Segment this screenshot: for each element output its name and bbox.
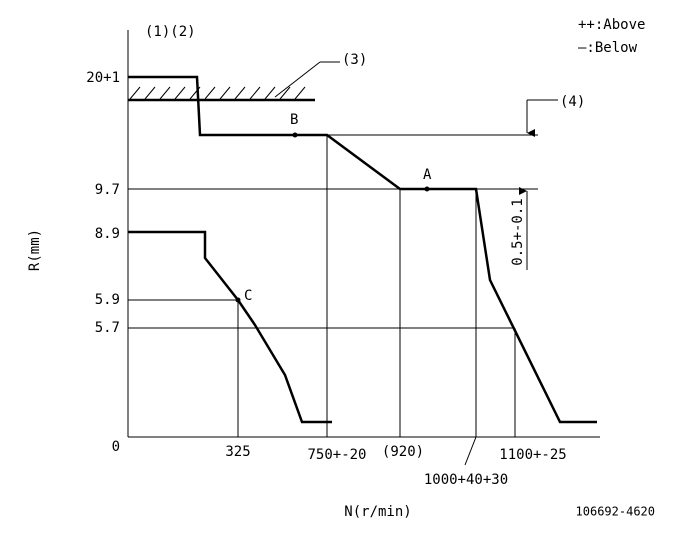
axis-title: N(r/min) [344,504,411,520]
callout: (4) [560,94,585,110]
x-label: 1000+40+30 [424,472,508,488]
points [235,132,430,303]
x-label: 750+-20 [307,447,366,463]
axis-title: R(mm) [27,229,43,271]
y-label: 5.7 [95,320,120,336]
upper-curve [128,75,597,424]
axes [127,30,600,438]
x-label: 325 [225,444,250,460]
point-label: C [244,288,252,304]
y-label: 0 [112,439,120,455]
y-label: 9.7 [95,182,120,198]
drawing-code: 106692-4620 [576,505,655,519]
point-label: A [423,167,432,183]
y-label: 8.9 [95,226,120,242]
point-label: B [290,112,298,128]
lower-curve [128,230,332,424]
reference-lines [128,61,558,466]
label: (1)(2) [145,24,196,40]
callout: (3) [342,52,367,68]
y-label: 5.9 [95,292,120,308]
x-label: (920) [382,444,424,460]
x-label: 1100+-25 [499,447,566,463]
stop-hatch [128,86,315,102]
legend: —:Below [578,40,638,56]
legend: ++:Above [578,17,645,33]
y-label: 20+1 [86,70,120,86]
callout: 0.5+-0.1 [510,198,526,265]
